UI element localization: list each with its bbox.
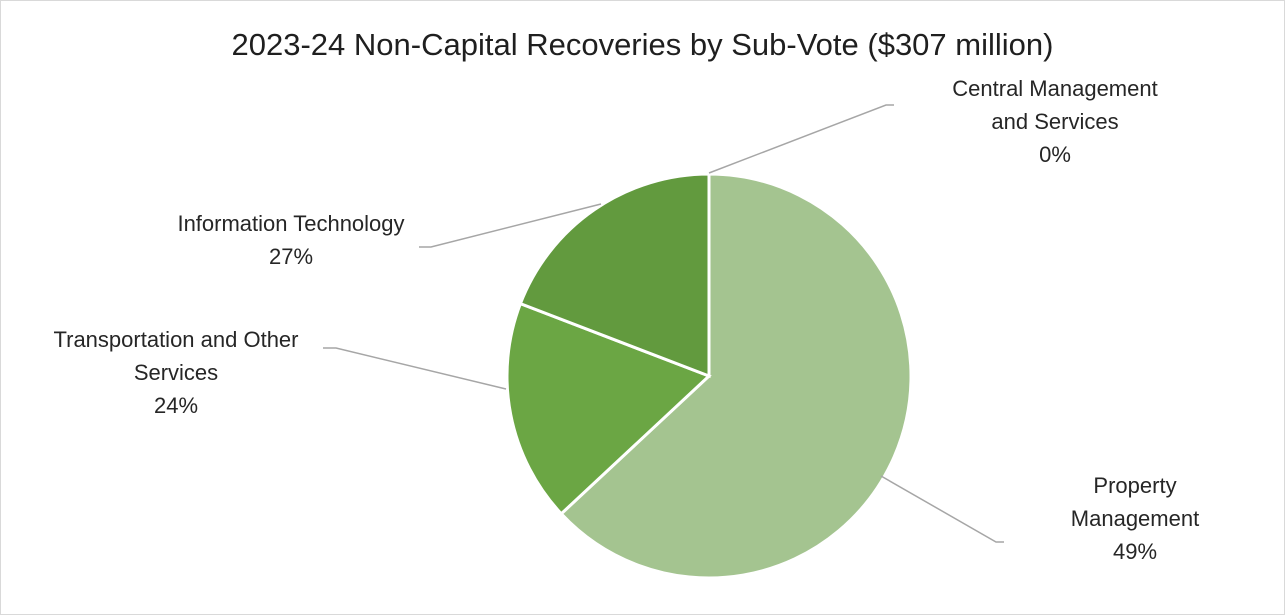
label-information-technology: Information Technology 27%: [177, 211, 405, 269]
leader-information-technology: [419, 203, 602, 248]
label-transportation-services: Transportation and Other Services 24%: [53, 327, 299, 418]
leader-transportation-services: [323, 347, 507, 390]
chart-title: 2023-24 Non-Capital Recoveries by Sub-Vo…: [231, 27, 1054, 62]
pie-slices: [505, 172, 913, 580]
slice-information-technology: [518, 172, 711, 379]
slice-transportation-services: [505, 301, 712, 516]
leader-property-management: [880, 475, 1004, 543]
label-property-management: Property Management 49%: [1070, 473, 1200, 564]
leader-central-management: [708, 104, 894, 174]
slice-property-management: [559, 172, 913, 580]
leader-lines: [323, 104, 1004, 543]
label-central-management: Central Management and Services 0%: [952, 76, 1158, 167]
